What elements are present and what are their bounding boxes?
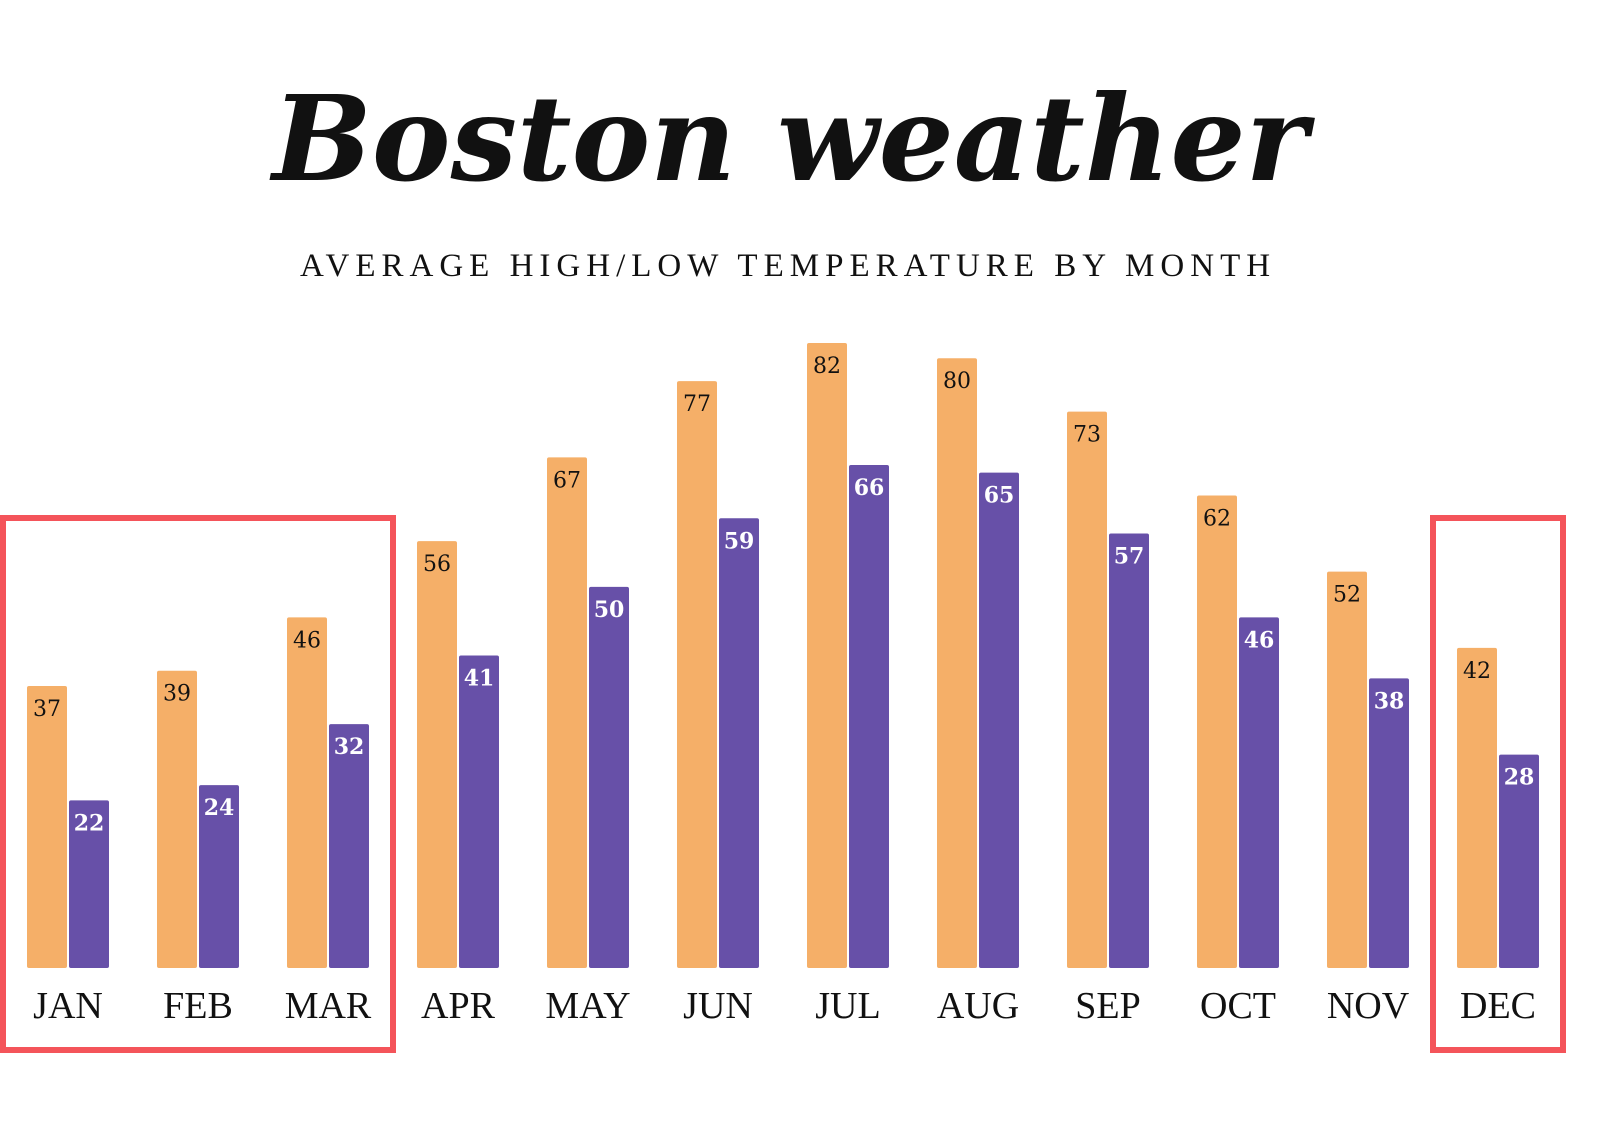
- value-label-high-sep: 73: [1073, 423, 1101, 448]
- bar-low-mar: [329, 724, 369, 968]
- bar-high-dec: [1457, 647, 1497, 968]
- highlight-box-2: [1430, 515, 1566, 1053]
- bar-low-nov: [1369, 678, 1409, 968]
- bar-low-oct: [1239, 617, 1279, 968]
- value-label-low-apr: 41: [464, 666, 495, 692]
- value-label-high-mar: 46: [293, 628, 321, 653]
- bar-high-jun: [677, 381, 717, 968]
- month-label-jan: JAN: [33, 985, 103, 1027]
- month-group-apr: 56 41 APR: [417, 541, 499, 1027]
- value-label-high-jun: 77: [683, 392, 711, 417]
- month-group-jan: 37 22 JAN: [27, 685, 109, 1027]
- bar-high-aug: [937, 358, 977, 968]
- bar-high-sep: [1067, 411, 1107, 969]
- month-label-feb: FEB: [163, 985, 233, 1027]
- bar-high-jan: [27, 685, 67, 968]
- bar-high-feb: [157, 670, 197, 968]
- value-label-high-feb: 39: [163, 682, 191, 707]
- highlight-box-1: [0, 515, 396, 1053]
- value-label-high-oct: 62: [1203, 506, 1231, 531]
- bar-high-nov: [1327, 571, 1367, 968]
- bar-low-may: [589, 586, 629, 968]
- month-label-apr: APR: [421, 985, 496, 1027]
- chart-title: Boston weather: [269, 69, 1315, 208]
- value-label-low-dec: 28: [1504, 765, 1535, 791]
- bar-low-aug: [979, 472, 1019, 968]
- value-label-high-jul: 82: [813, 354, 841, 379]
- bar-low-jan: [69, 800, 109, 968]
- month-label-mar: MAR: [285, 985, 372, 1027]
- value-label-low-mar: 32: [334, 734, 365, 760]
- value-label-low-jan: 22: [74, 810, 105, 836]
- month-label-aug: AUG: [937, 985, 1019, 1027]
- value-label-high-nov: 52: [1333, 583, 1361, 608]
- bar-high-mar: [287, 617, 327, 968]
- month-group-jun: 77 59 JUN: [677, 381, 759, 1027]
- month-label-oct: OCT: [1200, 985, 1276, 1027]
- month-label-nov: NOV: [1327, 985, 1410, 1027]
- month-label-jun: JUN: [683, 985, 753, 1027]
- month-group-feb: 39 24 FEB: [157, 670, 239, 1027]
- month-group-sep: 73 57 SEP: [1067, 411, 1149, 1027]
- value-label-low-nov: 38: [1374, 688, 1405, 714]
- month-group-jul: 82 66 JUL: [807, 343, 889, 1027]
- value-label-high-dec: 42: [1463, 659, 1491, 684]
- bar-low-jun: [719, 518, 759, 968]
- month-group-nov: 52 38 NOV: [1327, 571, 1410, 1027]
- month-group-mar: 46 32 MAR: [285, 617, 372, 1027]
- chart-subtitle: AVERAGE HIGH/LOW TEMPERATURE BY MONTH: [300, 248, 1276, 284]
- bar-low-jul: [849, 464, 889, 968]
- value-label-low-aug: 65: [984, 483, 1015, 509]
- bar-high-jul: [807, 343, 847, 968]
- value-label-low-feb: 24: [204, 795, 235, 821]
- bar-low-apr: [459, 655, 499, 968]
- bar-high-apr: [417, 541, 457, 968]
- value-label-high-aug: 80: [943, 369, 971, 394]
- bar-high-oct: [1197, 495, 1237, 968]
- bar-high-may: [547, 457, 587, 968]
- month-label-jul: JUL: [815, 985, 880, 1027]
- month-group-may: 67 50 MAY: [545, 457, 631, 1027]
- value-label-high-jan: 37: [33, 697, 61, 722]
- month-group-aug: 80 65 AUG: [937, 358, 1019, 1027]
- value-label-low-jul: 66: [854, 475, 885, 501]
- value-label-high-may: 67: [553, 468, 581, 493]
- bar-low-dec: [1499, 754, 1539, 968]
- value-label-low-sep: 57: [1114, 544, 1145, 570]
- value-label-high-apr: 56: [423, 552, 451, 577]
- value-label-low-jun: 59: [724, 528, 755, 554]
- month-label-sep: SEP: [1075, 985, 1140, 1027]
- value-label-low-oct: 46: [1244, 627, 1275, 653]
- month-label-dec: DEC: [1460, 985, 1536, 1027]
- bar-low-sep: [1109, 533, 1149, 968]
- bar-low-feb: [199, 785, 239, 968]
- month-group-dec: 42 28 DEC: [1457, 647, 1539, 1027]
- month-label-may: MAY: [545, 985, 630, 1027]
- value-label-low-may: 50: [594, 597, 625, 623]
- month-group-oct: 62 46 OCT: [1197, 495, 1279, 1027]
